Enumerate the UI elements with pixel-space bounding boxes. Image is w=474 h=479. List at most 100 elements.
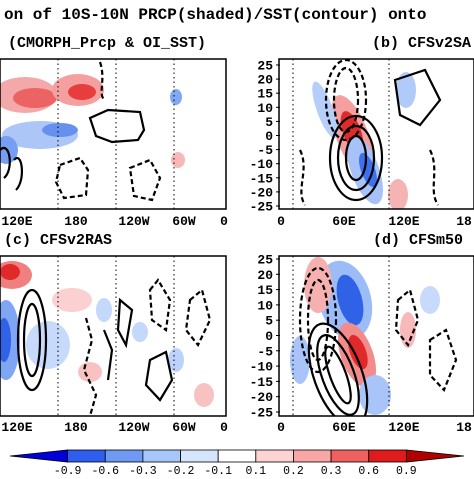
panel-a-positive-anomaly — [13, 88, 57, 108]
colorbar-swatch — [255, 449, 294, 463]
panel-d-xtick: 60E — [332, 420, 356, 435]
panel-b-xtick: 0 — [277, 214, 285, 229]
panel-d-shading — [290, 257, 440, 415]
panel-a-xtick: 60W — [172, 214, 196, 229]
panel-c-contours — [16, 278, 212, 416]
ytick-label: 15 — [257, 87, 273, 102]
panel-b-negative-anomaly — [312, 81, 338, 139]
colorbar-swatch — [9, 449, 69, 463]
ytick-label: 0 — [265, 329, 273, 344]
panel-b-sst-contour — [336, 124, 376, 192]
ytick-label: -5 — [257, 143, 273, 158]
panel-c-negative-anomaly — [132, 322, 148, 342]
panel-c-sst-contour — [82, 317, 98, 416]
panel-c-shading — [0, 261, 214, 407]
panel-b-contours — [298, 59, 442, 206]
panel-c-xtick: 120W — [118, 420, 149, 435]
ytick-label: 0 — [265, 129, 273, 144]
panel-c-negative-anomaly — [168, 348, 184, 372]
colorbar-tick-label: -0.1 — [204, 465, 232, 474]
panel-c-xtick: 60W — [172, 420, 196, 435]
panel-a-sst-contour — [128, 158, 162, 202]
panel-c-title: (c) CFSv2RAS — [4, 232, 112, 249]
panel-a-xtick: 120E — [1, 214, 32, 229]
colorbar-swatch — [67, 449, 106, 463]
panel-a-sst-contour — [88, 108, 146, 144]
panel-b-xticks: 0 60E 120E 18 — [277, 214, 472, 229]
panel-a-xtick: 180 — [64, 214, 88, 229]
colorbar-tick-label: -0.6 — [91, 465, 119, 474]
ytick-label: -20 — [250, 185, 274, 200]
ytick-label: -20 — [250, 390, 274, 405]
panel-d-sst-contour — [324, 345, 352, 405]
panel-c-negative-anomaly — [96, 298, 112, 322]
panel-b-sst-contour — [298, 149, 306, 206]
panel-c-positive-anomaly — [78, 362, 102, 382]
panel-a-xticks: 120E 180 120W 60W 0 — [1, 214, 228, 229]
ytick-label: -25 — [250, 200, 274, 215]
colorbar-swatch — [180, 449, 219, 463]
panel-a-negative-anomaly — [42, 123, 78, 137]
panel-a-sst-contour — [98, 61, 105, 101]
panel-a-negative-anomaly — [170, 89, 182, 105]
panel-b-frame — [278, 58, 474, 210]
panel-d-negative-anomaly — [290, 336, 310, 384]
panel-d-plot — [279, 256, 474, 416]
ytick-label: -10 — [250, 360, 274, 375]
colorbar: -0.9 -0.6 -0.3 -0.2 -0.1 0.1 0.2 0.3 0.6 0.9 — [9, 449, 465, 478]
panel-b-xtick: 18 — [456, 214, 472, 229]
panel-b-sst-contour — [324, 59, 368, 142]
ytick-label: -15 — [250, 375, 274, 390]
panel-b-sst-contour — [393, 68, 442, 127]
ytick-label: 25 — [257, 253, 273, 268]
colorbar-tick-label: 0.6 — [358, 465, 379, 474]
panel-c-xticks: 120E 180 120W 60W 0 — [1, 420, 228, 435]
ytick-label: 20 — [257, 268, 273, 283]
ytick-label: 5 — [265, 314, 273, 329]
panel-c-sst-contour — [102, 329, 114, 381]
colorbar-swatch — [142, 449, 181, 463]
panel-d-sst-contour — [307, 322, 369, 416]
panel-a-positive-anomaly — [68, 84, 96, 100]
ytick-label: 15 — [257, 283, 273, 298]
panel-d-title: (d) CFSm50 — [373, 232, 463, 249]
panel-c-negative-anomaly — [26, 321, 70, 369]
colorbar-tick-label: 0.3 — [321, 465, 342, 474]
panel-b-xtick: 60E — [332, 214, 356, 229]
panel-d-xtick: 120E — [388, 420, 419, 435]
colorbar-swatch — [104, 449, 144, 463]
colorbar-swatch — [217, 449, 257, 463]
panel-d-sst-contour — [298, 266, 338, 374]
panel-d-sst-contour — [316, 334, 360, 416]
panel-a-sst-contour — [13, 156, 23, 191]
panel-a-positive-anomaly — [171, 152, 185, 168]
panel-a-negative-anomaly — [0, 136, 18, 164]
panel-d-positive-anomaly — [304, 257, 332, 313]
panel-c-sst-contour — [144, 350, 174, 402]
ytick-label: 10 — [257, 101, 273, 116]
panel-c-plot — [0, 256, 226, 416]
panel-a-sst-contour — [54, 156, 90, 200]
panel-c-xtick: 180 — [64, 420, 88, 435]
panel-b-sst-contour — [344, 134, 368, 182]
panel-c-positive-anomaly — [52, 288, 92, 312]
colorbar-tick-label: 0.9 — [396, 465, 417, 474]
colorbar-tick-label: 0.1 — [245, 465, 266, 474]
panel-d-sst-contour — [394, 288, 420, 348]
panel-c-positive-anomaly — [194, 383, 214, 407]
panel-d-xtick: 18 — [456, 420, 472, 435]
ytick-label: -15 — [250, 171, 274, 186]
colorbar-swatch — [368, 449, 407, 463]
panel-b-negative-anomaly — [358, 152, 378, 188]
colorbar-swatch — [405, 449, 465, 463]
colorbar-swatch — [293, 449, 332, 463]
panel-c-sst-contour — [184, 288, 212, 348]
panel-d-contours — [298, 266, 458, 416]
panel-c-positive-anomaly — [0, 264, 20, 280]
colorbar-tick-label: 0.2 — [283, 465, 304, 474]
panel-c-sst-contour — [116, 297, 134, 349]
panel-d-sst-contour — [428, 328, 458, 393]
